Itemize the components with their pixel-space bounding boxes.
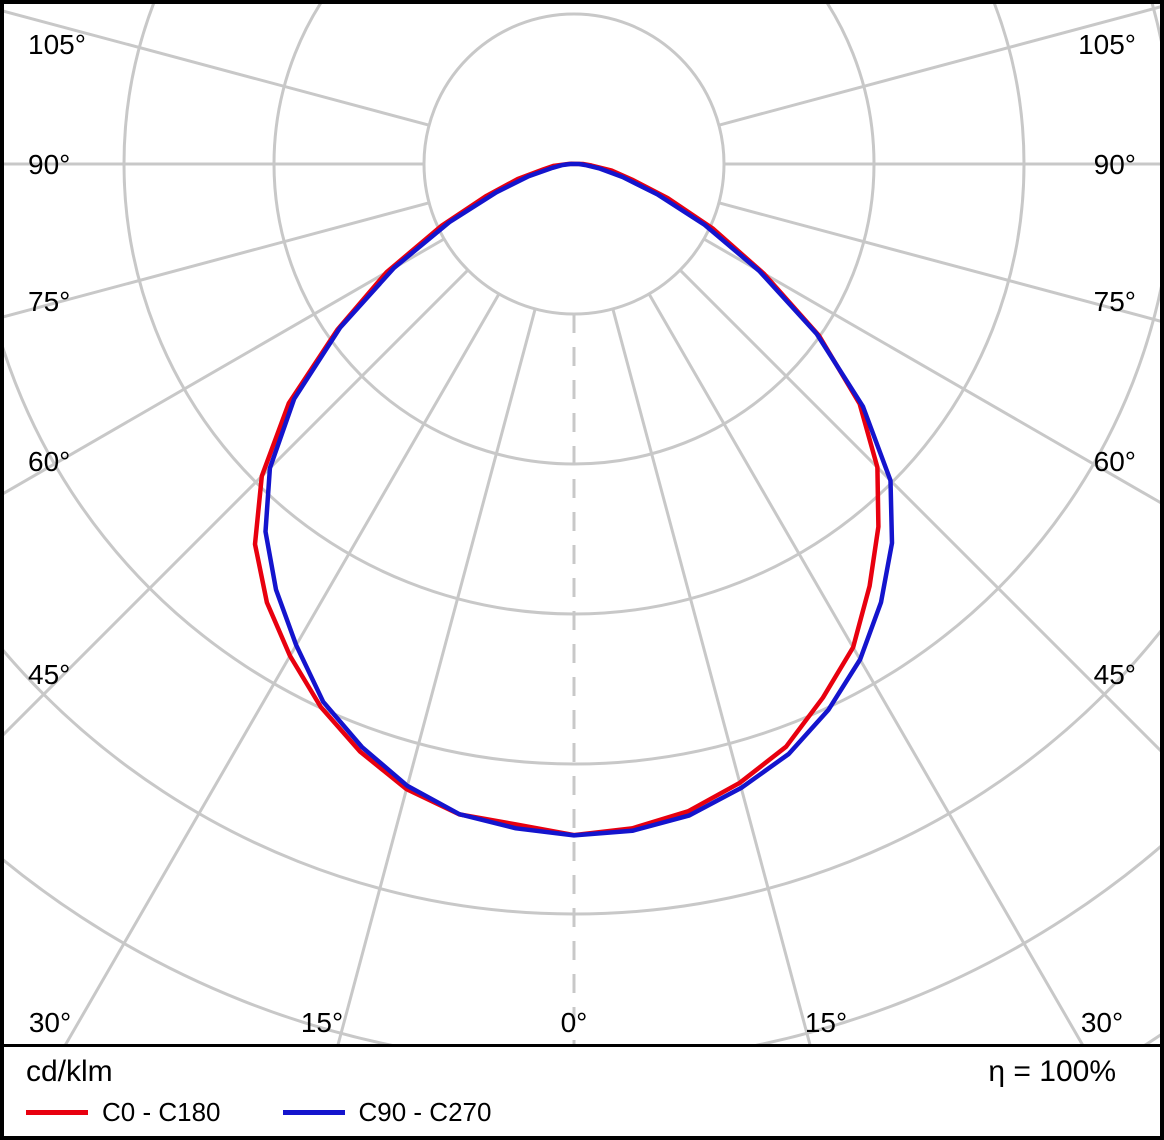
curve-c90-c270 bbox=[263, 161, 895, 838]
angle-tick-label: 90° bbox=[28, 149, 70, 180]
chart-footer: cd/klm η = 100% C0 - C180 C90 - C270 bbox=[4, 1044, 1160, 1136]
angle-tick-label: 30° bbox=[29, 1007, 71, 1038]
legend: C0 - C180 C90 - C270 bbox=[26, 1097, 553, 1128]
angle-tick-label: 60° bbox=[28, 446, 70, 477]
angle-tick-label: 75° bbox=[1094, 286, 1136, 317]
angle-tick-label: 15° bbox=[301, 1007, 343, 1038]
angle-tick-label: 30° bbox=[1081, 1007, 1123, 1038]
angle-tick-label: 15° bbox=[805, 1007, 847, 1038]
legend-swatch-c0-c180 bbox=[26, 1110, 88, 1115]
angle-tick-label: 0° bbox=[561, 1007, 588, 1038]
angle-tick-labels: 105° 90° 75° 60° 45° 105° 90° 75° 60° 45° 30° 15° 0°… bbox=[28, 29, 1136, 1038]
legend-item-c90-c270: C90 - C270 bbox=[282, 1097, 492, 1128]
angle-tick-label: 105° bbox=[1078, 29, 1136, 60]
angle-tick-label: 75° bbox=[28, 286, 70, 317]
unit-label: cd/klm bbox=[26, 1055, 113, 1088]
efficiency-value: η = 100% bbox=[988, 1055, 1116, 1088]
angle-tick-label: 45° bbox=[28, 659, 70, 690]
legend-item-c0-c180: C0 - C180 bbox=[26, 1097, 221, 1128]
angle-tick-label: 105° bbox=[28, 29, 86, 60]
legend-label: C90 - C270 bbox=[358, 1097, 492, 1127]
angle-tick-label: 90° bbox=[1094, 149, 1136, 180]
legend-label: C0 - C180 bbox=[102, 1097, 221, 1127]
angle-tick-label: 60° bbox=[1094, 446, 1136, 477]
intensity-curves bbox=[252, 161, 895, 838]
polar-intensity-chart: 105° 90° 75° 60° 45° 105° 90° 75° 60° 45° 30° 15° 0°… bbox=[4, 4, 1160, 1044]
polar-grid bbox=[4, 4, 1160, 1044]
legend-swatch-c90-c270 bbox=[282, 1110, 345, 1115]
angle-tick-label: 45° bbox=[1094, 659, 1136, 690]
